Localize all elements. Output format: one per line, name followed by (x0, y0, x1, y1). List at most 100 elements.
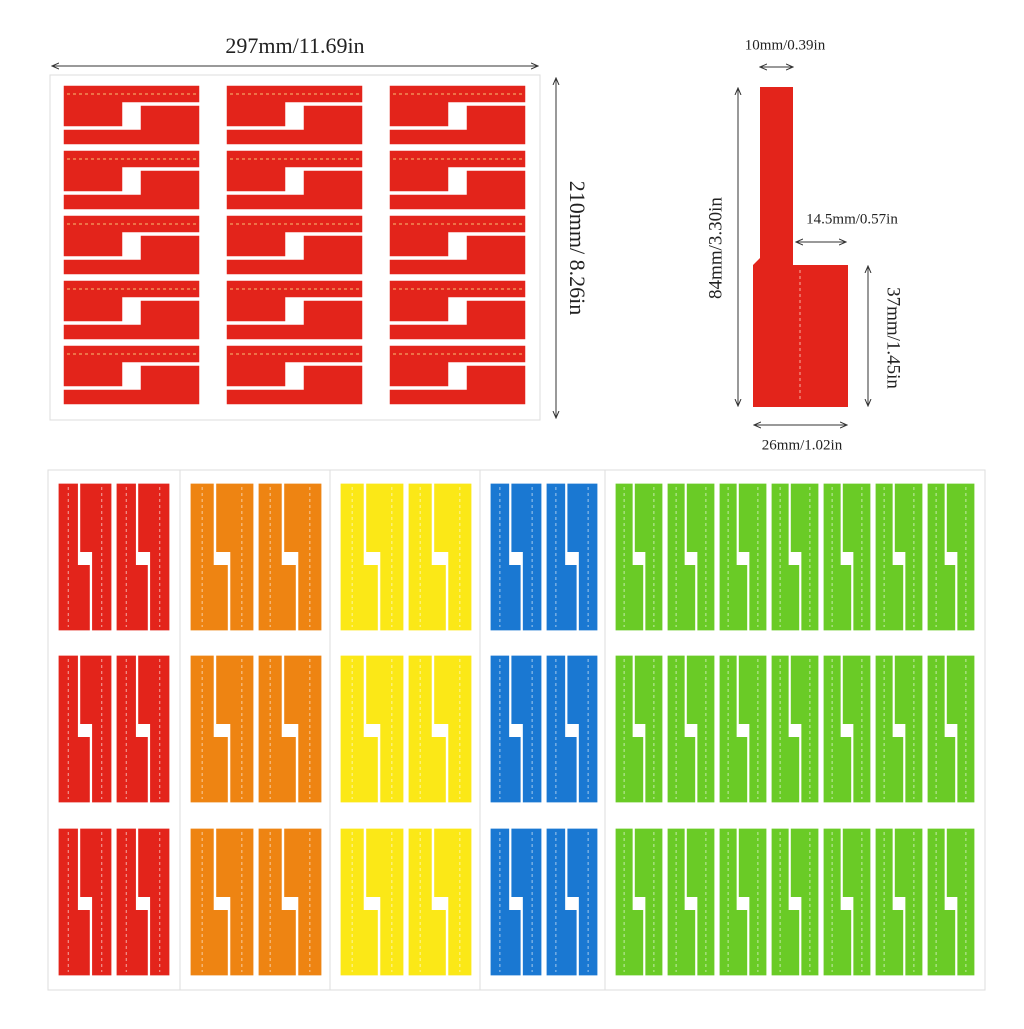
label-shape (789, 482, 820, 632)
label-shape (407, 654, 447, 804)
label-shape (388, 104, 527, 146)
label-shape (115, 654, 149, 804)
label-shape (283, 654, 323, 804)
label-shape (57, 482, 92, 632)
label-shape (189, 482, 229, 632)
label-shape (666, 827, 697, 977)
label-shape (225, 279, 364, 323)
label-shape (215, 482, 255, 632)
label-shape (62, 214, 201, 258)
label-shape (388, 299, 527, 341)
label-shape (339, 654, 379, 804)
label-shape (893, 654, 924, 804)
label-shape (433, 654, 473, 804)
label-shape (388, 234, 527, 276)
label-shape (770, 482, 801, 632)
label-shape (62, 344, 201, 388)
label-shape (633, 482, 664, 632)
label-shape (257, 827, 297, 977)
label-shape (874, 654, 905, 804)
label-shape (225, 169, 364, 211)
label-shape (137, 654, 171, 804)
label-shape (137, 827, 171, 977)
label-shape (566, 827, 599, 977)
label-shape (545, 482, 578, 632)
label-shape (115, 827, 149, 977)
label-shape (685, 827, 716, 977)
dimension-label: 14.5mm/0.57in (806, 211, 898, 227)
dimension-label: 84mm/3.30in (705, 197, 726, 299)
label-shape (633, 827, 664, 977)
label-shape (822, 654, 853, 804)
label-shape (666, 654, 697, 804)
label-shape (62, 364, 201, 406)
label-shape (874, 827, 905, 977)
dimension-label: 297mm/11.69in (225, 33, 364, 58)
label-shape (225, 234, 364, 276)
label-shape (225, 344, 364, 388)
label-shape (215, 827, 255, 977)
label-shape (225, 364, 364, 406)
label-shape (841, 482, 872, 632)
label-shape (257, 482, 297, 632)
label-shape (718, 827, 749, 977)
label-shape (566, 482, 599, 632)
label-shape (365, 482, 405, 632)
label-shape (718, 482, 749, 632)
label-shape (510, 482, 543, 632)
label-shape (545, 827, 578, 977)
label-shape (283, 827, 323, 977)
label-shape (339, 482, 379, 632)
label-shape (822, 827, 853, 977)
label-shape (62, 149, 201, 193)
label-shape (225, 84, 364, 128)
label-shape (388, 279, 527, 323)
label-shape (926, 482, 957, 632)
label-shape (62, 234, 201, 276)
label-shape (789, 827, 820, 977)
label-shape (753, 87, 848, 407)
label-shape (62, 299, 201, 341)
label-shape (57, 827, 92, 977)
label-shape (685, 482, 716, 632)
label-shape (614, 654, 645, 804)
label-shape (926, 654, 957, 804)
label-shape (388, 169, 527, 211)
label-shape (137, 482, 171, 632)
label-shape (841, 654, 872, 804)
label-shape (407, 827, 447, 977)
label-shape (510, 654, 543, 804)
label-shape (215, 654, 255, 804)
label-shape (841, 827, 872, 977)
label-shape (388, 84, 527, 128)
label-shape (257, 654, 297, 804)
label-shape (433, 482, 473, 632)
label-shape (189, 827, 229, 977)
label-shape (489, 482, 522, 632)
label-shape (57, 654, 92, 804)
label-shape (945, 827, 976, 977)
label-shape (945, 482, 976, 632)
label-shape (770, 827, 801, 977)
label-shape (78, 827, 113, 977)
label-shape (789, 654, 820, 804)
label-shape (822, 482, 853, 632)
label-shape (510, 827, 543, 977)
label-shape (874, 482, 905, 632)
label-shape (78, 654, 113, 804)
label-shape (633, 654, 664, 804)
label-shape (78, 482, 113, 632)
label-shape (225, 299, 364, 341)
dimension-label: 26mm/1.02in (762, 437, 843, 453)
label-shape (189, 654, 229, 804)
dimension-label: 37mm/1.45in (883, 287, 904, 389)
label-shape (388, 149, 527, 193)
label-shape (283, 482, 323, 632)
label-shape (62, 104, 201, 146)
label-shape (614, 827, 645, 977)
label-shape (365, 827, 405, 977)
label-shape (407, 482, 447, 632)
label-shape (62, 84, 201, 128)
label-shape (666, 482, 697, 632)
label-shape (737, 827, 768, 977)
